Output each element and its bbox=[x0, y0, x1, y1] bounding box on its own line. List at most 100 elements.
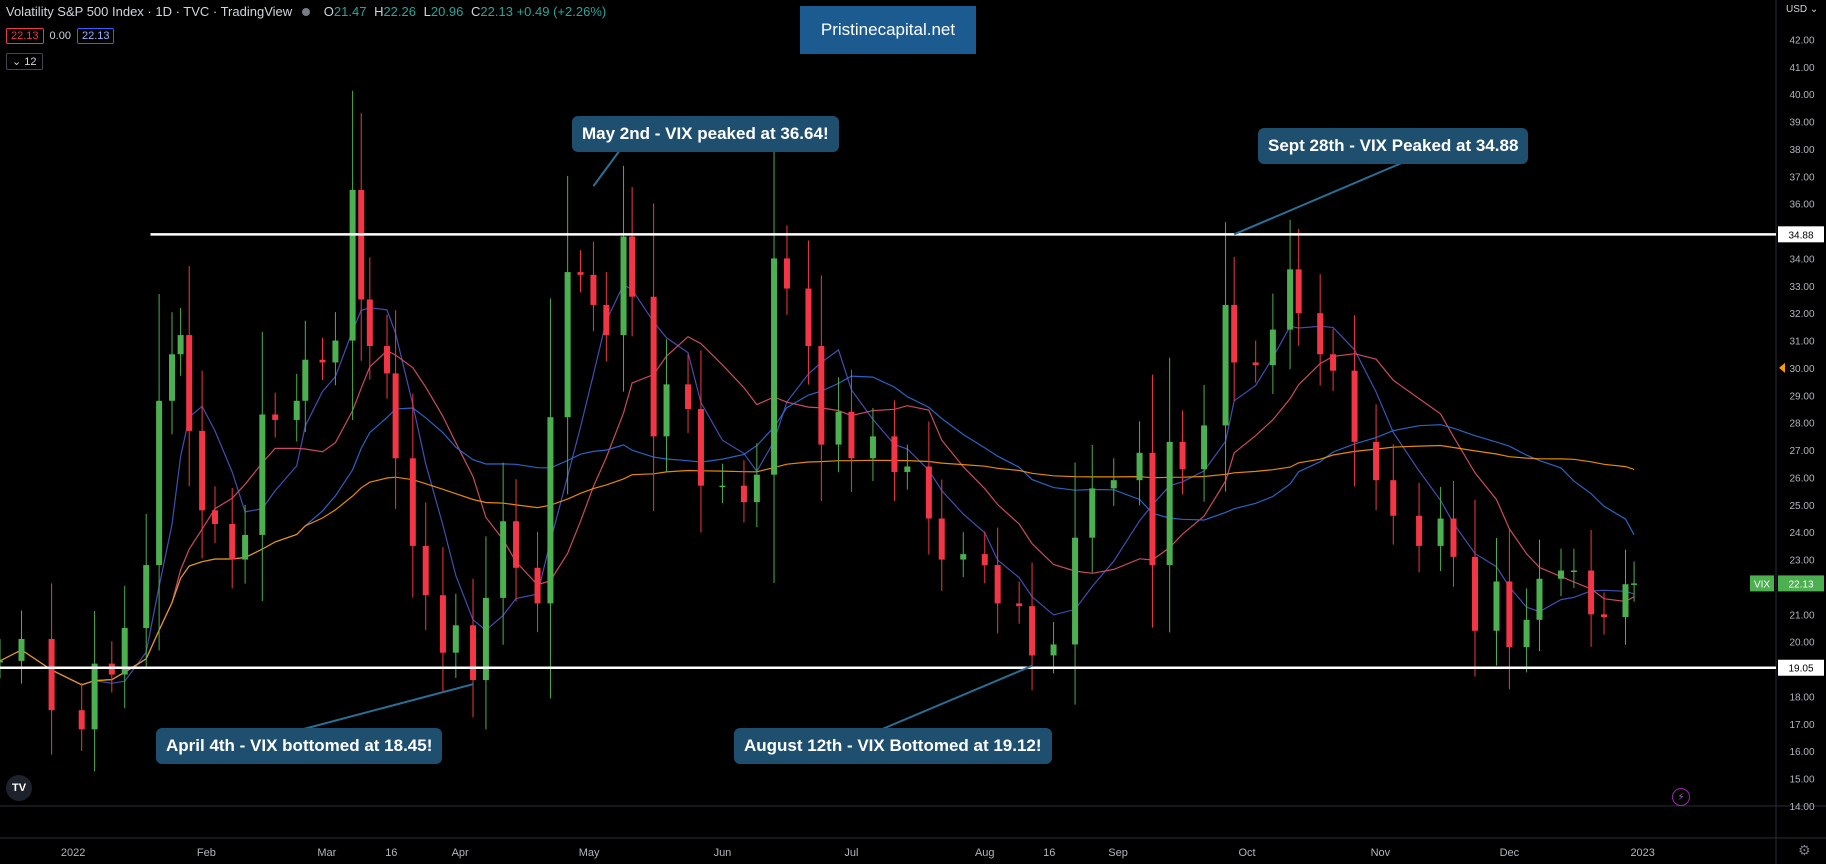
candle-body bbox=[650, 296, 657, 437]
last-price-tag bbox=[1778, 575, 1824, 592]
candle-body bbox=[409, 458, 416, 546]
candle-body bbox=[1437, 518, 1444, 546]
candle-body bbox=[805, 288, 812, 347]
candle-body bbox=[1231, 304, 1238, 363]
candle-body bbox=[1016, 603, 1023, 607]
candle-body bbox=[212, 510, 219, 524]
y-tick-label: 29.00 bbox=[1789, 391, 1814, 402]
x-tick-label: Mar bbox=[317, 847, 336, 859]
candle-body bbox=[1295, 269, 1302, 314]
lightning-icon[interactable]: ⚡ bbox=[1672, 788, 1690, 806]
candle-body bbox=[1330, 354, 1337, 371]
y-tick-label: 24.00 bbox=[1789, 528, 1814, 539]
candle-body bbox=[697, 409, 704, 486]
y-tick-label: 34.00 bbox=[1789, 254, 1814, 265]
level-price-label: 19.05 bbox=[1788, 664, 1813, 675]
y-tick-label: 26.00 bbox=[1789, 473, 1814, 484]
candle-body bbox=[891, 436, 898, 472]
sell-price-button[interactable]: 22.13 bbox=[6, 28, 44, 44]
candle-body bbox=[366, 299, 373, 347]
currency-selector[interactable]: USD ⌄ bbox=[1786, 4, 1819, 15]
candle-body bbox=[108, 663, 115, 675]
candle-body bbox=[1450, 518, 1457, 557]
candle-body bbox=[1089, 488, 1096, 538]
candle-body bbox=[1201, 425, 1208, 470]
y-tick-label: 39.00 bbox=[1789, 118, 1814, 129]
candle-body bbox=[1252, 362, 1259, 366]
indicators-toggle[interactable]: ⌄ 12 bbox=[6, 53, 43, 70]
candle-body bbox=[835, 411, 842, 445]
callout-pointer-line bbox=[1233, 161, 1405, 236]
alert-marker-icon bbox=[1779, 362, 1785, 373]
candle-body bbox=[1050, 644, 1057, 656]
level-price-tag bbox=[1778, 659, 1824, 676]
y-tick-label: 37.00 bbox=[1789, 172, 1814, 183]
y-tick-label: 25.00 bbox=[1789, 501, 1814, 512]
candle-body bbox=[1029, 606, 1036, 656]
candle-body bbox=[904, 466, 911, 472]
candle-body bbox=[925, 466, 932, 519]
candle-body bbox=[1373, 441, 1380, 481]
tradingview-logo-icon[interactable]: TV bbox=[6, 775, 32, 801]
candle-body bbox=[1166, 441, 1173, 566]
candle-body bbox=[349, 189, 356, 341]
chart-header: Volatility S&P 500 Index · 1D · TVC · Tr… bbox=[6, 4, 606, 19]
moving-average-line bbox=[0, 444, 1635, 686]
candle-body bbox=[143, 565, 150, 629]
candle-body bbox=[1631, 583, 1638, 585]
y-tick-label: 41.00 bbox=[1789, 63, 1814, 74]
candle-body bbox=[534, 567, 541, 604]
candle-body bbox=[1523, 619, 1530, 648]
symbol-tag-label: VIX bbox=[1754, 579, 1770, 590]
candle-body bbox=[319, 359, 326, 363]
y-tick-label: 38.00 bbox=[1789, 145, 1814, 156]
y-tick-label: 16.00 bbox=[1789, 747, 1814, 758]
y-tick-label: 32.00 bbox=[1789, 309, 1814, 320]
buy-price-button[interactable]: 22.13 bbox=[76, 28, 115, 44]
callout-sept-peak: Sept 28th - VIX Peaked at 34.88 bbox=[1258, 128, 1529, 164]
indicators-count: 12 bbox=[24, 56, 37, 68]
y-tick-label: 14.00 bbox=[1789, 802, 1814, 813]
y-tick-label: 33.00 bbox=[1789, 282, 1814, 293]
candle-body bbox=[1471, 556, 1478, 631]
candle-body bbox=[719, 485, 726, 488]
symbol-title[interactable]: Volatility S&P 500 Index · 1D · TVC · Tr… bbox=[6, 4, 293, 19]
callout-pointer-line bbox=[299, 683, 474, 731]
y-tick-label: 30.00 bbox=[1789, 364, 1814, 375]
y-tick-label: 28.00 bbox=[1789, 419, 1814, 430]
candle-body bbox=[620, 236, 627, 336]
candle-body bbox=[18, 638, 25, 661]
candle-body bbox=[302, 359, 309, 401]
y-tick-label: 42.00 bbox=[1789, 35, 1814, 46]
candle-body bbox=[547, 417, 554, 604]
candle-body bbox=[938, 518, 945, 560]
candle-body bbox=[753, 474, 760, 503]
candle-body bbox=[1072, 537, 1079, 645]
candle-body bbox=[783, 258, 790, 289]
y-tick-label: 40.00 bbox=[1789, 90, 1814, 101]
y-tick-label: 18.00 bbox=[1789, 692, 1814, 703]
y-tick-label: 23.00 bbox=[1789, 556, 1814, 567]
x-tick-label: Dec bbox=[1500, 847, 1520, 859]
candle-body bbox=[1600, 614, 1607, 618]
candle-body bbox=[470, 625, 477, 681]
candle-body bbox=[0, 660, 3, 663]
brand-watermark: Pristinecapital.net bbox=[800, 6, 976, 54]
candle-body bbox=[818, 346, 825, 445]
callout-pointer-line bbox=[592, 149, 621, 187]
candle-body bbox=[332, 340, 339, 363]
candle-body bbox=[482, 597, 489, 681]
y-tick-label: 20.00 bbox=[1789, 638, 1814, 649]
x-tick-label: Jul bbox=[844, 847, 858, 859]
candle-body bbox=[91, 663, 98, 730]
candle-body bbox=[1570, 570, 1577, 573]
candle-body bbox=[422, 545, 429, 596]
candle-body bbox=[1287, 269, 1294, 330]
candle-body bbox=[272, 414, 279, 420]
spread-value: 0.00 bbox=[49, 30, 71, 42]
candle-body bbox=[1110, 480, 1117, 489]
candle-body bbox=[1557, 570, 1564, 579]
gear-icon[interactable]: ⚙ bbox=[1798, 842, 1811, 858]
candle-body bbox=[78, 710, 85, 730]
